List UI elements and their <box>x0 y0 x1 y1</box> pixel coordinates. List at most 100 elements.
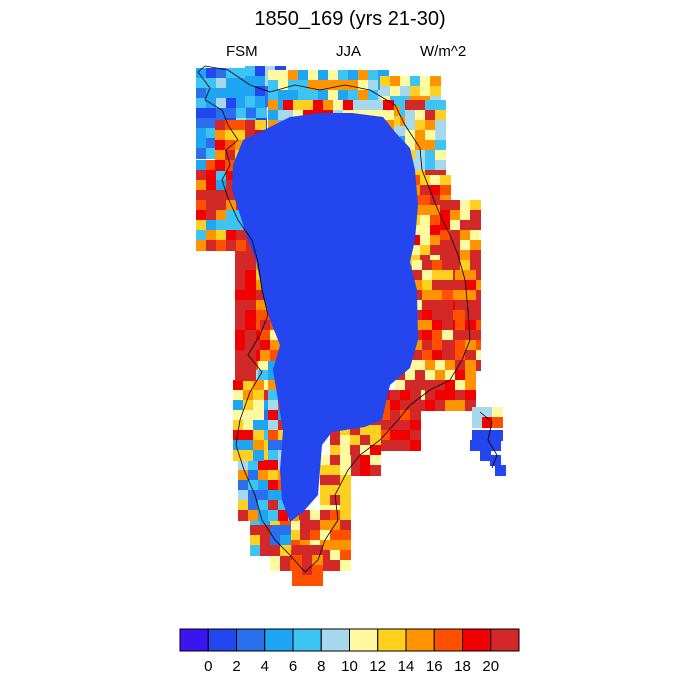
grid-cell <box>435 360 446 371</box>
grid-cell <box>320 465 331 476</box>
grid-cell <box>442 320 453 331</box>
grid-cell <box>245 130 256 141</box>
grid-cell <box>412 350 423 361</box>
grid-cell <box>308 80 319 91</box>
grid-cell <box>340 425 351 436</box>
grid-cell <box>442 270 453 281</box>
grid-cell <box>455 310 466 321</box>
grid-cell <box>243 400 254 411</box>
grid-cell <box>422 350 433 361</box>
colorbar-tick-label: 0 <box>204 658 212 675</box>
grid-cell <box>302 575 313 586</box>
grid-cell <box>350 465 361 476</box>
grid-cell <box>465 290 476 301</box>
grid-cell <box>318 80 329 91</box>
grid-cell <box>206 88 217 99</box>
grid-cell <box>216 190 227 201</box>
grid-cell <box>300 520 311 531</box>
grid-cell <box>233 450 244 461</box>
grid-cell <box>320 510 331 521</box>
grid-cell <box>395 380 406 391</box>
plot-title: 1850_169 (yrs 21-30) <box>254 8 446 30</box>
grid-cell <box>465 330 476 341</box>
grid-cell <box>255 120 266 131</box>
grid-cell <box>430 215 441 226</box>
grid-cell <box>206 230 217 241</box>
grid-cell <box>415 110 426 121</box>
grid-cell <box>245 340 256 351</box>
colorbar-tick-label: 6 <box>289 658 297 675</box>
grid-cell <box>412 290 423 301</box>
grid-cell <box>253 380 264 391</box>
grid-cell <box>442 330 453 341</box>
grid-cell <box>330 485 341 496</box>
grid-cell <box>455 270 466 281</box>
grid-cell <box>460 250 471 261</box>
grid-cell <box>253 440 264 451</box>
grid-cell <box>465 320 476 331</box>
grid-cell <box>330 465 341 476</box>
grid-cell <box>340 475 351 486</box>
grid-cell <box>415 130 426 141</box>
grid-cell <box>196 190 207 201</box>
grid-cell <box>492 430 503 441</box>
grid-cell <box>253 400 264 411</box>
grid-cell <box>255 66 266 77</box>
grid-cell <box>465 400 476 411</box>
grid-cell <box>268 480 279 491</box>
grid-cell <box>320 530 331 541</box>
grid-cell <box>442 350 453 361</box>
grid-cell <box>290 530 301 541</box>
colorbar-box <box>179 628 209 652</box>
grid-cell <box>430 235 441 246</box>
grid-cell <box>313 100 324 111</box>
grid-cell <box>226 190 237 201</box>
grid-cell <box>455 330 466 341</box>
grid-cell <box>330 510 341 521</box>
grid-cell <box>235 360 246 371</box>
grid-cell <box>435 380 446 391</box>
grid-cell <box>290 520 301 531</box>
grid-cell <box>260 350 271 361</box>
grid-cell <box>412 300 423 311</box>
grid-cell <box>236 98 247 109</box>
grid-cell <box>280 535 291 546</box>
grid-cell <box>206 220 217 231</box>
island-coastline <box>479 411 498 469</box>
grid-cell <box>380 86 391 97</box>
grid-cell <box>465 390 476 401</box>
grid-cell <box>318 90 329 101</box>
grid-cell <box>460 230 471 241</box>
colorbar-tick-label: 2 <box>232 658 240 675</box>
grid-cell <box>425 110 436 121</box>
grid-cell <box>270 545 281 556</box>
grid-cell <box>253 390 264 401</box>
grid-cell <box>245 250 256 261</box>
grid-cell <box>422 340 433 351</box>
grid-cell <box>206 78 217 89</box>
grid-cell <box>432 350 443 361</box>
grid-cell <box>373 110 384 121</box>
grid-cell <box>435 140 446 151</box>
grid-cell <box>492 417 503 428</box>
grid-cell <box>235 350 246 361</box>
grid-cell <box>235 260 246 271</box>
grid-cell <box>328 80 339 91</box>
grid-cell <box>260 310 271 321</box>
grid-cell <box>225 150 236 161</box>
grid-cell <box>206 68 217 79</box>
grid-cell <box>206 170 217 181</box>
grid-cell <box>435 390 446 401</box>
grid-cell <box>430 195 441 206</box>
colorbar-boxes <box>179 628 520 652</box>
grid-cell <box>268 360 279 371</box>
grid-cell <box>235 330 246 341</box>
grid-cell <box>243 420 254 431</box>
grid-cell <box>425 380 436 391</box>
grid-cell <box>270 560 281 571</box>
grid-cell <box>430 175 441 186</box>
grid-cell <box>226 180 237 191</box>
grid-cell <box>245 280 256 291</box>
grid-cell <box>333 100 344 111</box>
grid-cell <box>455 380 466 391</box>
